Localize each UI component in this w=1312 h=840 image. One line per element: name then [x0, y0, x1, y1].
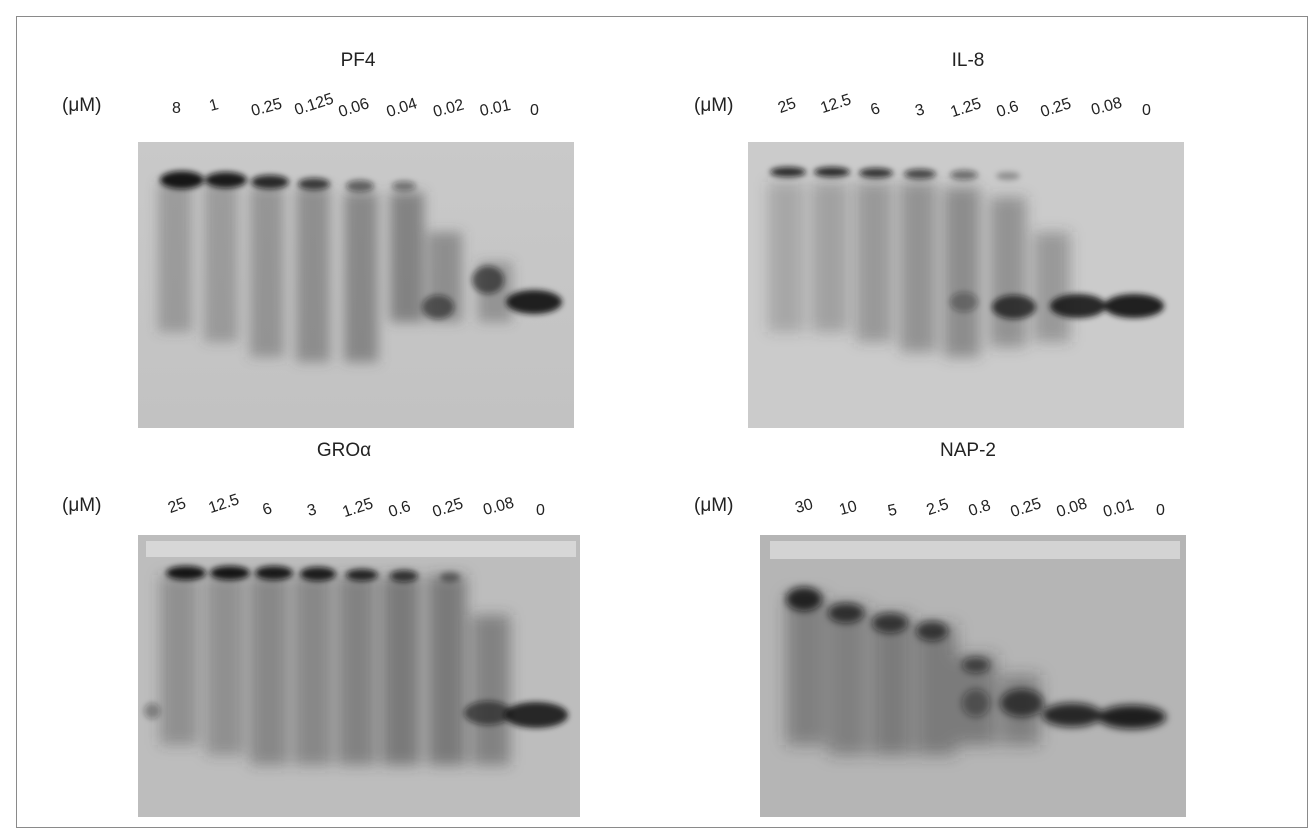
- unit-label-nap2: (μM): [694, 495, 734, 516]
- panel-title-pf4: PF4: [340, 50, 376, 71]
- panel-title-il8: IL-8: [951, 50, 985, 71]
- panel-title-nap2: NAP-2: [940, 440, 996, 461]
- gel-image-pf4: [138, 142, 574, 428]
- gel-image-groalpha: [138, 535, 580, 817]
- unit-label-groalpha: (μM): [62, 495, 102, 516]
- lane-label: 8: [172, 100, 181, 117]
- gel-image-il8: [748, 142, 1184, 428]
- figure-frame: [16, 16, 1308, 828]
- lane-label: 0: [530, 102, 539, 119]
- lane-label: 0: [1142, 102, 1151, 119]
- lane-label: 0: [1156, 502, 1165, 519]
- lane-label: 0: [536, 502, 545, 519]
- panel-title-groalpha: GROα: [316, 440, 372, 461]
- unit-label-pf4: (μM): [62, 95, 102, 116]
- gel-image-nap2: [760, 535, 1186, 817]
- unit-label-il8: (μM): [694, 95, 734, 116]
